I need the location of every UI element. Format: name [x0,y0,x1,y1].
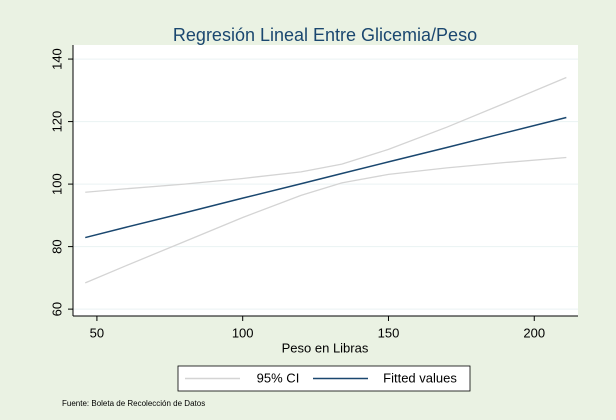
x-tick-label: 150 [378,325,400,340]
x-tick-label: 50 [90,325,104,340]
chart-title: Regresión Lineal Entre Glicemia/Peso [173,25,477,45]
note: Fuente: Boleta de Recolección de Datos [62,399,205,408]
y-tick-label: 60 [49,302,64,316]
legend-label: Fitted values [383,370,457,385]
series-line [84,156,567,284]
plot-area [73,45,578,316]
y-tick-label: 140 [49,48,64,70]
x-tick-label: 100 [232,325,254,340]
series-line [85,116,567,239]
y-tick-label: 120 [49,111,64,133]
x-axis-label: Peso en Libras [282,340,369,355]
series-line [85,76,567,193]
x-tick-label: 200 [523,325,545,340]
y-tick-label: 80 [49,239,64,253]
legend-label: 95% CI [257,370,300,385]
y-tick-label: 100 [49,173,64,195]
